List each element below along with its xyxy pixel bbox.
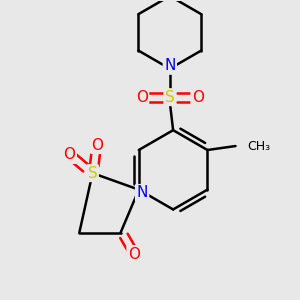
- Text: O: O: [136, 90, 148, 105]
- Text: N: N: [164, 58, 176, 73]
- Text: S: S: [88, 166, 98, 181]
- Text: S: S: [165, 90, 175, 105]
- Text: N: N: [136, 185, 148, 200]
- Text: O: O: [192, 90, 204, 105]
- Text: O: O: [63, 148, 75, 163]
- Text: O: O: [92, 137, 104, 152]
- Text: CH₃: CH₃: [247, 140, 270, 152]
- Text: O: O: [128, 247, 140, 262]
